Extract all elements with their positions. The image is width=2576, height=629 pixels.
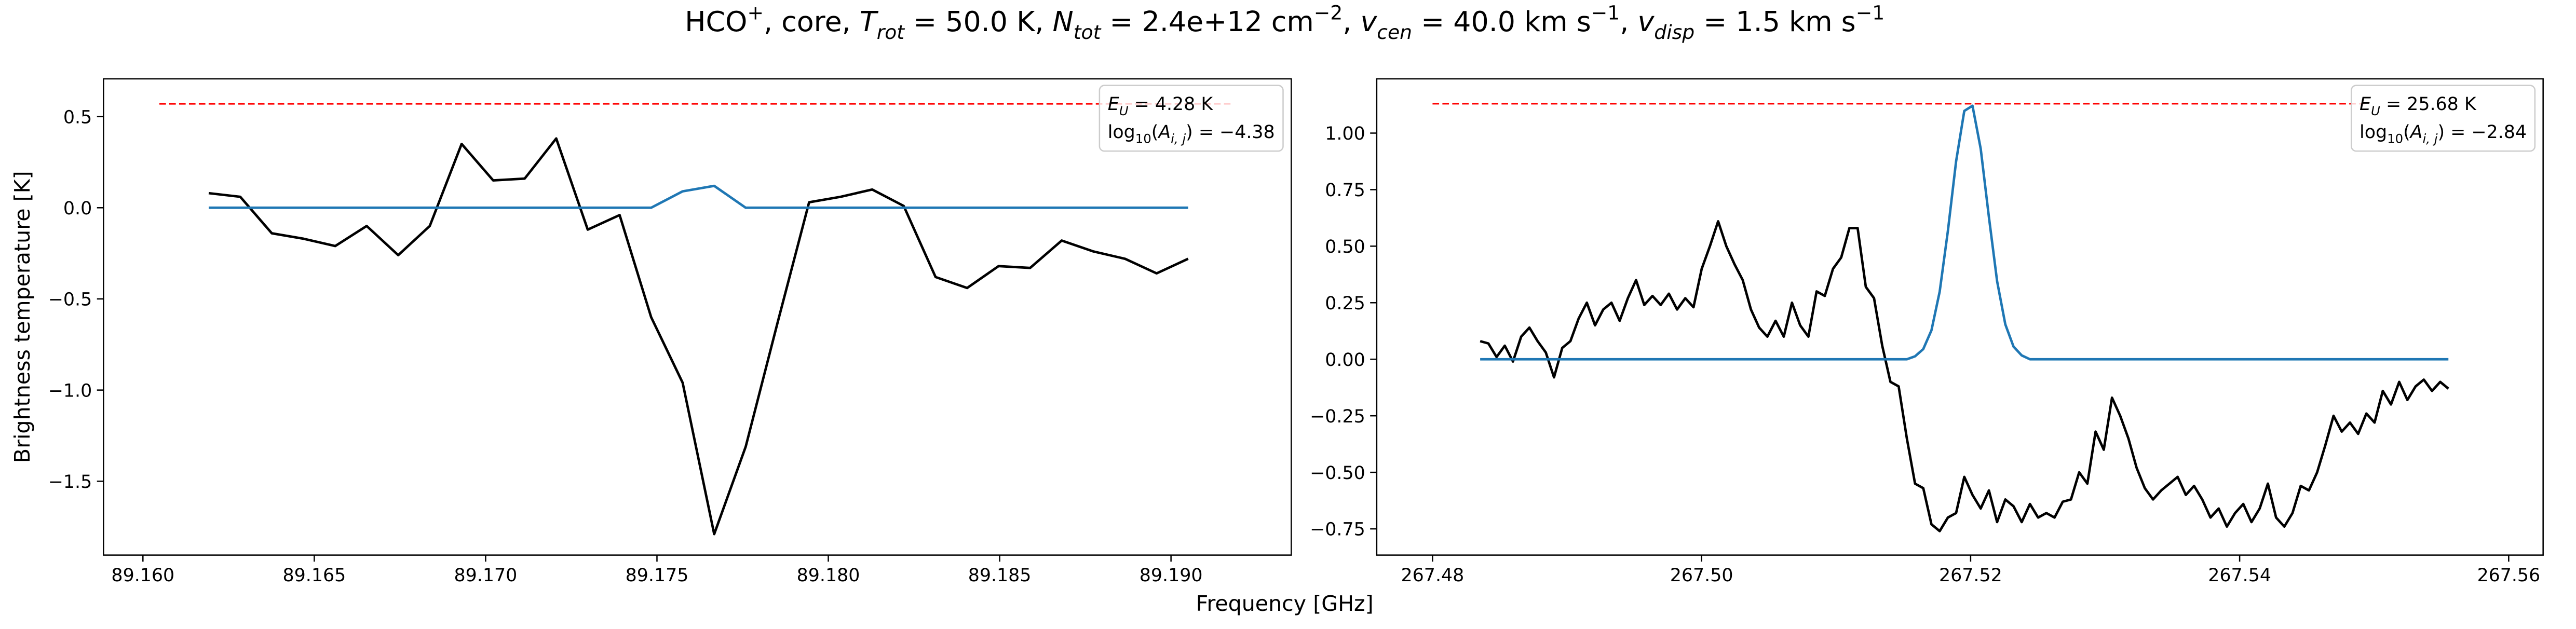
text-part: U <box>1119 103 1129 118</box>
axes-frame <box>1376 78 2544 556</box>
text-part: + <box>747 2 764 24</box>
text-part: log <box>2360 122 2387 143</box>
text-part: A <box>1157 122 1171 143</box>
spectrum-line <box>208 137 1189 536</box>
y-tick-label: 0.5 <box>63 107 92 128</box>
text-part: = 1.5 km s <box>1694 5 1856 38</box>
y-tick-label: −0.25 <box>1310 406 1365 427</box>
x-axis-label: Frequency [GHz] <box>1196 591 1374 616</box>
x-tick-label: 89.165 <box>282 565 346 586</box>
text-part: ( <box>2403 122 2410 143</box>
text-part: i, j <box>2422 131 2437 146</box>
x-tick-label: 89.170 <box>454 565 518 586</box>
text-part: N <box>1053 5 1074 38</box>
text-part: T <box>860 5 879 38</box>
x-tick-label: 89.160 <box>111 565 174 586</box>
text-part: −2 <box>1314 2 1343 24</box>
y-tick-label: 0.50 <box>1325 237 1365 257</box>
annotation-line: log10(Ai, j) = −2.84 <box>2360 122 2527 146</box>
x-tick-label: 89.175 <box>626 565 689 586</box>
x-tick-label: 89.180 <box>797 565 860 586</box>
x-tick-label: 267.50 <box>1670 565 1733 586</box>
spectrum-line <box>1480 220 2449 532</box>
text-part: E <box>2360 94 2371 115</box>
text-part: = 40.0 km s <box>1412 5 1591 38</box>
text-part: , <box>1620 5 1637 38</box>
annotation-line: EU = 4.28 K <box>1108 94 1214 118</box>
text-part: rot <box>877 21 905 44</box>
figure-title: HCO+, core, Trot = 50.0 K, Ntot = 2.4e+1… <box>685 2 1884 44</box>
x-tick-label: 267.52 <box>1939 565 2002 586</box>
text-part: i, j <box>1171 131 1186 146</box>
text-part: 10 <box>1135 131 1151 146</box>
text-part: A <box>2409 122 2423 143</box>
text-part: = 2.4e+12 cm <box>1101 5 1313 38</box>
y-tick-label: −0.75 <box>1310 519 1365 540</box>
spectrum-line <box>209 184 1188 209</box>
annotation: EU = 4.28 K log10(Ai, j) = −4.38 <box>1099 85 1284 152</box>
x-tick-label: 267.48 <box>1401 565 1465 586</box>
text-part: log <box>1108 122 1135 143</box>
axes: 267.48 267.50 267.52 267.54 267.56 1.00 0.75 0.… <box>1310 78 2544 586</box>
text-part: ( <box>1151 122 1159 143</box>
text-part: ) = −4.38 <box>1186 122 1275 143</box>
text-part: cen <box>1377 21 1412 44</box>
text-part: ) = −2.84 <box>2438 122 2527 143</box>
text-part: U <box>2371 103 2380 118</box>
spectrum-line <box>1480 104 2449 361</box>
axes-frame <box>103 78 1292 556</box>
text-part: = 50.0 K, <box>904 5 1053 38</box>
y-tick-label: −1.5 <box>48 472 92 493</box>
text-part: = 4.28 K <box>1129 94 1214 115</box>
x-tick-label: 89.185 <box>968 565 1032 586</box>
annotation-line: log10(Ai, j) = −4.38 <box>1108 122 1275 146</box>
x-tick-label: 267.56 <box>2477 565 2540 586</box>
y-tick-label: −0.5 <box>48 290 92 310</box>
text-part: tot <box>1074 21 1102 44</box>
text-part: v <box>1360 5 1377 38</box>
x-tick-label: 89.190 <box>1140 565 1203 586</box>
y-axis-label: Brightness temperature [K] <box>10 171 35 463</box>
text-part: E <box>1108 94 1119 115</box>
text-part: v <box>1637 5 1655 38</box>
annotation: EU = 25.68 K log10(Ai, j) = −2.84 <box>2350 85 2536 152</box>
text-part: = 25.68 K <box>2380 94 2477 115</box>
annotation-line: EU = 25.68 K <box>2360 94 2477 118</box>
axes: 89.160 89.165 89.170 89.175 89.180 89.185 89.1… <box>48 78 1292 586</box>
text-part: HCO <box>685 5 747 38</box>
x-tick-label: 267.54 <box>2208 565 2271 586</box>
annotation-box <box>1099 85 1284 152</box>
y-tick-label: 1.00 <box>1325 124 1365 144</box>
text-part: , core, <box>764 5 860 38</box>
y-tick-label: 0.0 <box>63 198 92 219</box>
text-part: −1 <box>1591 2 1620 24</box>
y-tick-label: 0.25 <box>1325 293 1365 314</box>
text-part: , <box>1343 5 1360 38</box>
y-tick-label: 0.75 <box>1325 180 1365 201</box>
text-part: disp <box>1654 21 1694 44</box>
text-part: 10 <box>2387 131 2403 146</box>
y-tick-label: −1.0 <box>48 380 92 401</box>
text-part: −1 <box>1856 2 1884 24</box>
annotation-box <box>2350 85 2536 152</box>
y-tick-label: 0.00 <box>1325 350 1365 371</box>
y-tick-label: −0.50 <box>1310 463 1365 484</box>
